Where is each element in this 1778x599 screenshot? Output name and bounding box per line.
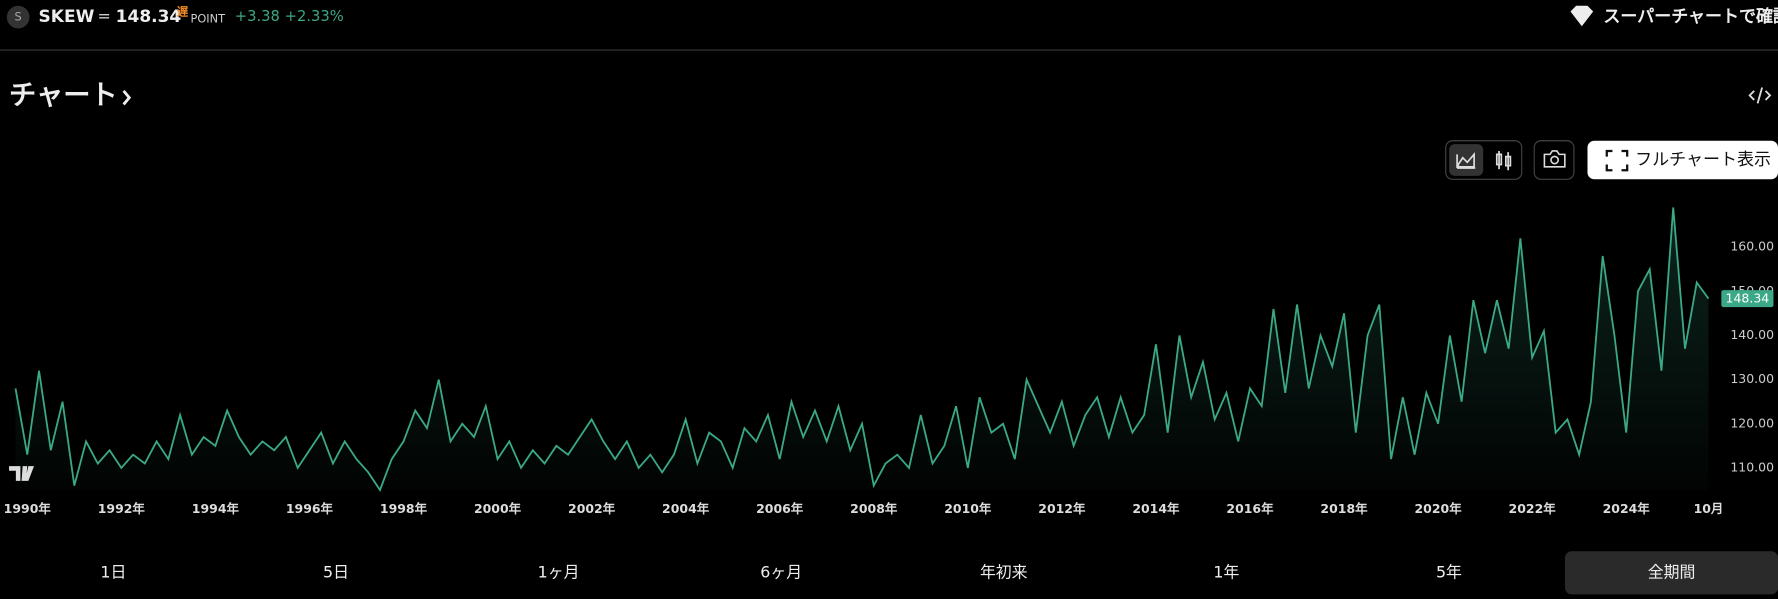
x-tick-label: 2010年 — [944, 501, 992, 516]
range-bar: 1日 5日 1ヶ月 6ヶ月 年初来 1年 5年 全期間 — [100, 551, 1778, 595]
logo — [9, 466, 35, 481]
range-button[interactable]: 5日 — [323, 562, 349, 581]
chevron — [122, 89, 132, 106]
change: +3.38 — [235, 8, 280, 25]
last-price-label: 148.34 — [1726, 291, 1770, 306]
camera-icon — [1543, 150, 1566, 168]
x-tick-label: 2020年 — [1415, 501, 1463, 516]
embed-icon[interactable] — [1748, 87, 1772, 104]
candle-style-button[interactable] — [1495, 150, 1512, 171]
separator: = — [98, 7, 111, 26]
symbol[interactable]: SKEW — [39, 7, 95, 27]
y-tick-label: 160.00 — [1730, 239, 1774, 254]
x-tick-label: 10月 — [1694, 501, 1724, 516]
snapshot-button[interactable] — [1533, 140, 1575, 180]
unit: POINT — [191, 11, 226, 25]
symbol-icon-letter: S — [15, 10, 22, 24]
delay-badge: 遅 — [177, 5, 189, 19]
section-title[interactable]: チャート — [9, 80, 118, 111]
range-button[interactable]: 1日 — [100, 562, 126, 581]
range-selected-bg — [1564, 551, 1778, 595]
x-tick-label: 1994年 — [192, 501, 240, 516]
change-percent: +2.33% — [285, 8, 344, 25]
x-tick-label: 2000年 — [474, 501, 522, 516]
x-tick-label: 1996年 — [286, 501, 334, 516]
range-button[interactable]: 全期間 — [1648, 562, 1696, 581]
price-line — [14, 207, 1710, 492]
x-tick-label: 1990年 — [4, 501, 52, 516]
x-tick-label: 2012年 — [1038, 501, 1086, 516]
range-button[interactable]: 1年 — [1213, 562, 1239, 581]
x-tick-label: 2002年 — [568, 501, 616, 516]
fullscreen-icon — [1605, 149, 1629, 172]
y-tick-label: 140.00 — [1730, 327, 1774, 342]
x-tick-label: 2016年 — [1226, 501, 1274, 516]
area-icon — [1456, 152, 1476, 169]
range-button[interactable]: 1ヶ月 — [538, 562, 580, 581]
x-tick-label: 2014年 — [1132, 501, 1180, 516]
x-tick-label: 2006年 — [756, 501, 804, 516]
range-button[interactable]: 5年 — [1436, 562, 1462, 581]
area-fill — [15, 207, 1709, 491]
x-tick-label: 2022年 — [1509, 501, 1557, 516]
range-button[interactable]: 6ヶ月 — [760, 562, 802, 581]
y-tick-label: 110.00 — [1730, 459, 1774, 474]
y-tick-label: 120.00 — [1730, 415, 1774, 430]
diamond-icon — [1570, 5, 1594, 27]
plot: 110.00120.00130.00140.00150.00160.001990… — [4, 207, 1774, 516]
x-tick-label: 2024年 — [1603, 501, 1651, 516]
x-tick-label: 2018年 — [1320, 501, 1368, 516]
fullscreen-label: フルチャート表示 — [1635, 150, 1771, 170]
y-tick-label: 130.00 — [1730, 371, 1774, 386]
price: 148.34 — [116, 7, 182, 27]
chart-style-group — [1445, 140, 1523, 180]
supercharts-link[interactable]: スーパーチャートで確認 — [1603, 6, 1778, 27]
x-tick-label: 2004年 — [662, 501, 710, 516]
x-tick-label: 1998年 — [380, 501, 428, 516]
symbol-icon — [6, 5, 30, 29]
x-tick-label: 1992年 — [98, 501, 146, 516]
fullscreen-button[interactable] — [1587, 140, 1778, 180]
range-button[interactable]: 年初来 — [980, 562, 1028, 581]
camera-lens — [1550, 155, 1560, 165]
x-tick-label: 2008年 — [850, 501, 898, 516]
last-price-tag — [1721, 290, 1774, 308]
